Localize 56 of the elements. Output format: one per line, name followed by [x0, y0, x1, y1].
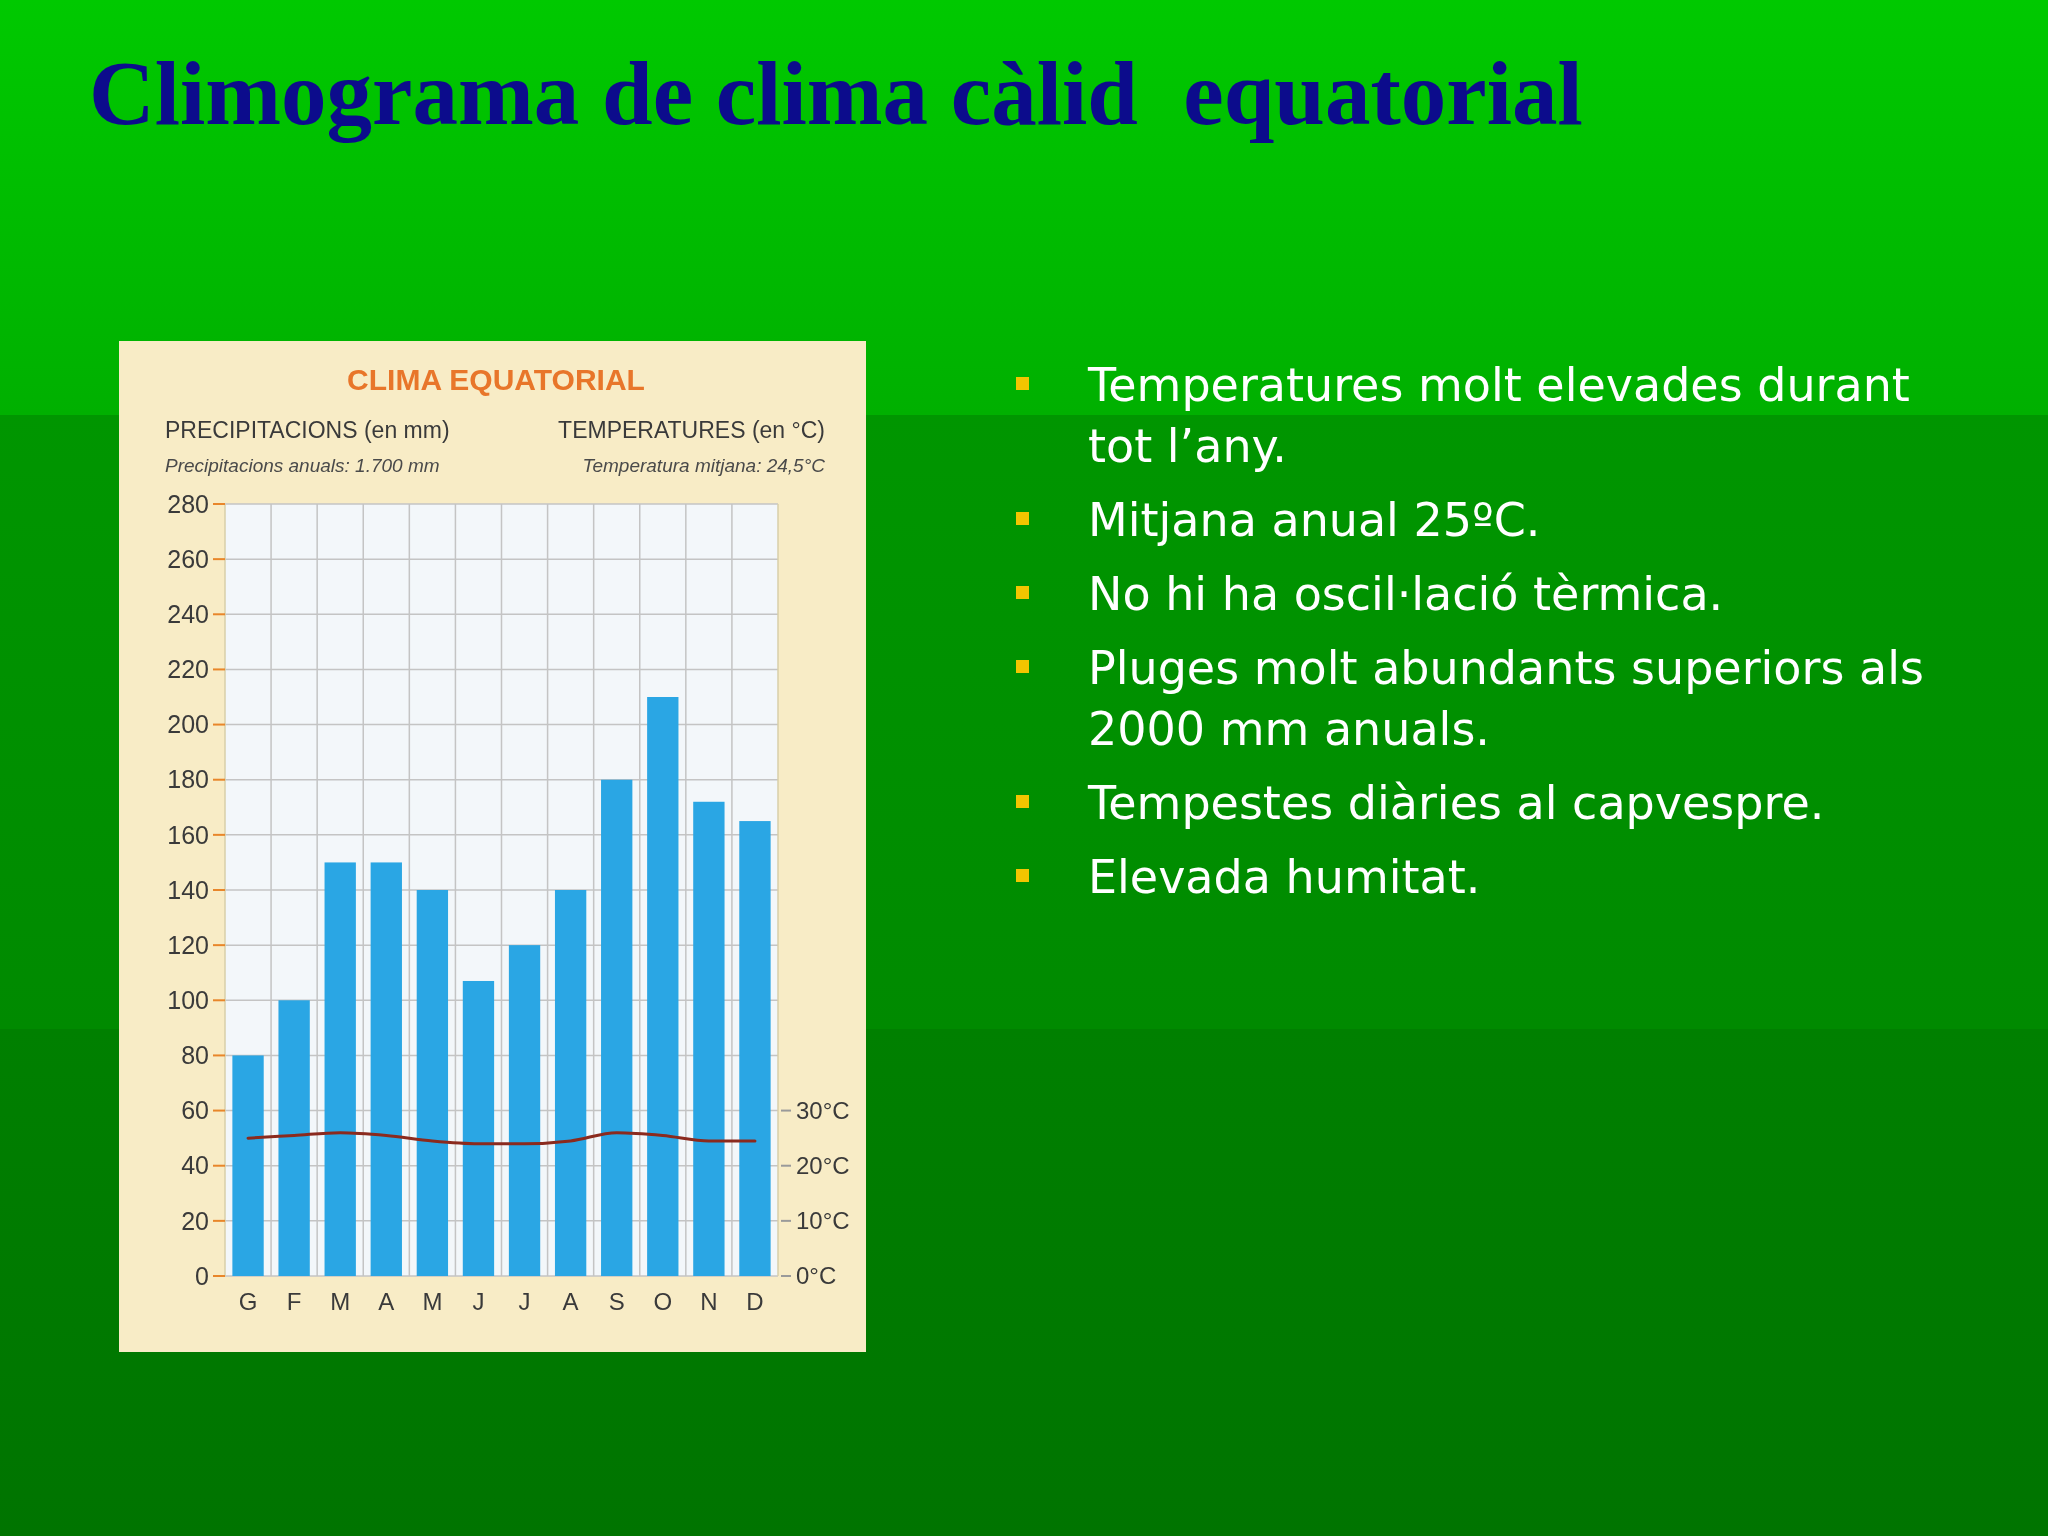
- text: No hi ha oscil·lació tèrmica.: [1088, 567, 1724, 621]
- y-tick-label: 120: [167, 930, 209, 959]
- x-tick-label: M: [330, 1288, 351, 1316]
- y-tick-label: 60: [181, 1096, 209, 1125]
- y-tick-label: 180: [167, 765, 209, 794]
- bar: [232, 1055, 264, 1276]
- bar: [278, 1000, 310, 1276]
- chart-title: CLIMA EQUATORIAL: [347, 363, 645, 396]
- y-tick-label: 100: [167, 986, 209, 1015]
- y-tick-label: 140: [167, 875, 209, 904]
- y2-tick-label: 20°C: [796, 1152, 850, 1180]
- y2-axis-title: TEMPERATURES (en °C): [558, 417, 825, 443]
- x-tick-label: A: [562, 1288, 579, 1316]
- x-tick-label: M: [422, 1288, 443, 1316]
- x-tick-label: O: [653, 1288, 673, 1316]
- x-tick-label: S: [608, 1288, 625, 1316]
- x-tick-label: G: [238, 1288, 258, 1316]
- y-axis-title: PRECIPITACIONS (en mm): [165, 417, 450, 443]
- y-tick-label: 240: [167, 600, 209, 629]
- x-tick-label: J: [472, 1288, 485, 1316]
- text: Temperatura mitjana: 24,5°C: [582, 455, 826, 476]
- bar: [647, 697, 679, 1276]
- x-tick-label: F: [286, 1288, 302, 1316]
- y-tick-label: 40: [181, 1151, 209, 1180]
- x-tick-label: A: [378, 1288, 395, 1316]
- bar: [601, 779, 633, 1276]
- bar: [370, 862, 402, 1276]
- text: Climograma de clima càlid equatorial: [89, 43, 1583, 144]
- bar: [462, 980, 495, 1276]
- bar: [416, 890, 449, 1276]
- y-tick-label: 80: [181, 1041, 209, 1070]
- line-series: [246, 1131, 757, 1146]
- y2-tick-label: 0°C: [796, 1262, 837, 1290]
- y-tick-label: 0: [195, 1261, 209, 1290]
- text: Tempestes diàries al capvespre.: [1087, 776, 1825, 830]
- bar: [324, 862, 356, 1276]
- y-tick-label: 160: [167, 820, 209, 849]
- y-tick-label: 280: [167, 489, 209, 518]
- text: Elevada humitat.: [1088, 850, 1481, 904]
- x-tick-label: N: [700, 1288, 718, 1316]
- y-tick-label: 20: [181, 1206, 209, 1235]
- bar: [554, 890, 587, 1276]
- text: Temperatures molt elevades durant tot l’any.: [1087, 358, 1910, 473]
- y-tick-label: 200: [167, 710, 209, 739]
- x-tick-label: J: [518, 1288, 531, 1316]
- bar: [739, 821, 771, 1276]
- text: Precipitacions anuals: 1.700 mm: [165, 455, 440, 476]
- y-tick-label: 260: [167, 544, 209, 573]
- y2-tick-label: 30°C: [796, 1096, 850, 1124]
- bar: [693, 801, 725, 1276]
- y-tick-label: 220: [167, 655, 209, 684]
- y2-tick-label: 10°C: [796, 1207, 850, 1235]
- x-tick-label: D: [746, 1288, 764, 1316]
- bar: [508, 945, 541, 1276]
- text: Pluges molt abundants superiors als 2000 mm anuals.: [1088, 641, 1924, 756]
- text: Mitjana anual 25ºC.: [1088, 493, 1541, 547]
